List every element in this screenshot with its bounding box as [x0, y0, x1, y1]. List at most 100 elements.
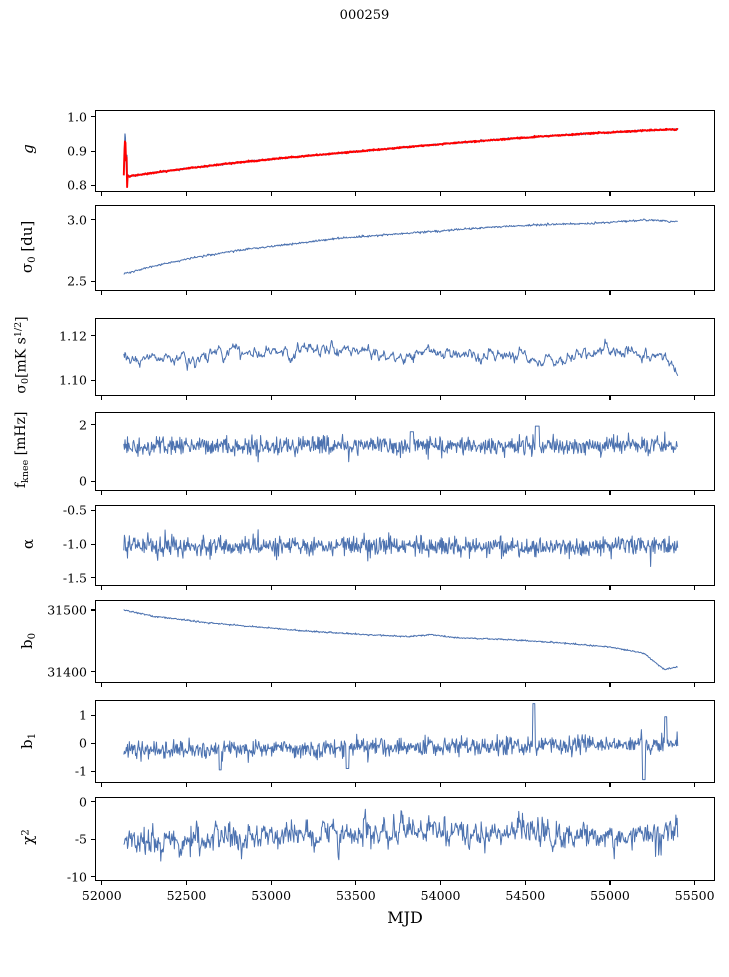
x-tick-mark: [101, 586, 103, 590]
y-tick-mark: [91, 116, 95, 118]
data-line-b1: [123, 703, 679, 781]
x-tick-label: 53000: [251, 888, 292, 903]
x-tick-mark: [694, 491, 696, 495]
panel-alpha: [95, 505, 715, 586]
x-tick-mark: [609, 192, 611, 196]
x-tick-label: 54500: [505, 888, 546, 903]
y-tick-label: -5: [74, 831, 87, 847]
x-tick-mark: [355, 881, 357, 885]
x-tick-mark: [270, 881, 272, 885]
y-tick-mark: [91, 379, 95, 381]
x-tick-mark: [524, 396, 526, 400]
y-tick-mark: [91, 424, 95, 426]
x-tick-mark: [101, 396, 103, 400]
panel-g: [95, 110, 715, 192]
x-tick-mark: [185, 783, 188, 787]
figure-title: 000259: [339, 8, 390, 23]
panel-frame-f_knee: [95, 412, 715, 491]
y-tick-mark: [91, 714, 95, 716]
x-tick-mark: [609, 881, 611, 885]
x-tick-mark: [609, 586, 611, 590]
panel-sigma0_du: [95, 205, 715, 291]
x-tick-mark: [440, 586, 442, 590]
x-tick-mark: [694, 396, 696, 400]
y-tick-label: -1.0: [62, 536, 87, 552]
panel-b1: [95, 700, 715, 783]
x-axis-label: MJD: [387, 908, 423, 927]
y-tick-mark: [91, 577, 95, 579]
x-tick-mark: [694, 683, 696, 687]
x-tick-mark: [185, 192, 188, 196]
x-tick-mark: [101, 783, 103, 787]
x-tick-label: 52000: [81, 888, 122, 903]
x-tick-mark: [270, 491, 272, 495]
y-tick-mark: [91, 609, 95, 611]
y-tick-mark: [91, 150, 95, 152]
data-line-g: [122, 127, 679, 189]
data-line-sigma0_du: [123, 218, 678, 275]
panel-frame-b1: [95, 700, 715, 783]
x-tick-label: 54000: [420, 888, 461, 903]
x-tick-mark: [524, 192, 526, 196]
panel-frame-chi2: [95, 797, 715, 881]
x-tick-label: 55500: [674, 888, 715, 903]
x-tick-mark: [524, 783, 526, 787]
x-tick-mark: [524, 881, 526, 885]
x-tick-mark: [355, 491, 357, 495]
y-tick-label: 3.0: [67, 212, 87, 228]
x-tick-mark: [101, 491, 103, 495]
x-tick-mark: [694, 586, 696, 590]
y-tick-label: 31500: [47, 602, 87, 618]
y-tick-label: -1: [74, 763, 87, 779]
x-tick-mark: [270, 783, 272, 787]
x-tick-mark: [270, 192, 272, 196]
x-tick-mark: [185, 291, 188, 295]
x-tick-mark: [694, 192, 696, 196]
x-tick-mark: [185, 881, 188, 885]
x-tick-mark: [609, 291, 611, 295]
y-tick-mark: [91, 876, 95, 878]
y-tick-label: 31400: [47, 664, 87, 680]
y-tick-mark: [91, 219, 95, 221]
y-tick-mark: [91, 280, 95, 282]
x-tick-mark: [185, 683, 188, 687]
x-tick-mark: [355, 586, 357, 590]
y-tick-label: 1.12: [59, 328, 87, 344]
y-tick-mark: [91, 838, 95, 840]
y-tick-mark: [91, 770, 95, 772]
y-tick-label: 2: [79, 417, 87, 433]
y-tick-mark: [91, 480, 95, 482]
y-tick-label: 2.5: [67, 273, 87, 289]
x-tick-mark: [524, 683, 526, 687]
x-tick-mark: [270, 291, 272, 295]
x-tick-mark: [609, 783, 611, 787]
figure-canvas: 000259 MJD 0.8 0.9 1.0 g 2.5 3.0 σ0 [du] 1.10 1.…: [13, 8, 715, 927]
y-tick-label: 0.8: [67, 177, 87, 193]
x-tick-mark: [694, 291, 696, 295]
x-tick-mark: [440, 683, 442, 687]
x-tick-mark: [524, 291, 526, 295]
panel-frame-b0: [95, 600, 715, 683]
x-tick-mark: [440, 491, 442, 495]
data-line-chi2: [123, 808, 679, 862]
y-tick-label: 0: [79, 735, 87, 751]
x-tick-mark: [270, 586, 272, 590]
panel-frame-alpha: [95, 505, 715, 586]
panel-f_knee: [95, 412, 715, 491]
x-tick-mark: [355, 396, 357, 400]
x-tick-mark: [101, 192, 103, 196]
panel-b0: [95, 600, 715, 683]
x-tick-mark: [440, 291, 442, 295]
y-tick-mark: [91, 671, 95, 673]
x-tick-mark: [355, 192, 357, 196]
x-tick-mark: [524, 491, 526, 495]
x-tick-mark: [101, 881, 103, 885]
x-tick-mark: [101, 291, 103, 295]
y-tick-label: 0: [79, 794, 87, 809]
x-tick-mark: [609, 683, 611, 687]
panel-frame-sigma0_mKs: [95, 318, 715, 396]
data-line-f_knee: [123, 425, 679, 463]
data-line-b0: [123, 609, 678, 671]
data-line-alpha: [123, 529, 679, 568]
x-tick-mark: [355, 291, 357, 295]
